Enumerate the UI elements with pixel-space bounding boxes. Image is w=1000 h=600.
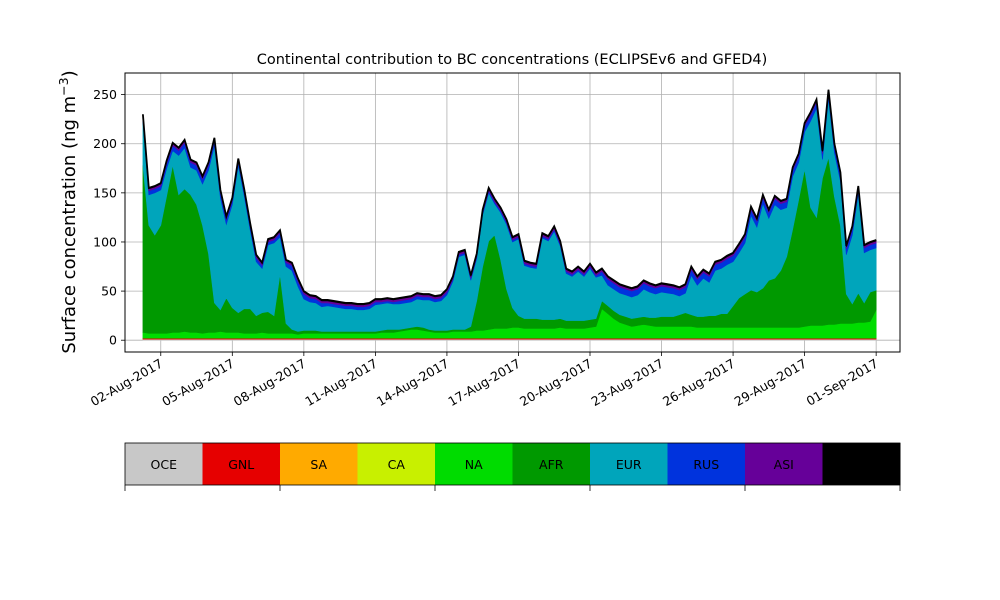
x-axis-ticks: 02-Aug-201705-Aug-201708-Aug-201711-Aug-…	[88, 352, 881, 409]
x-tick-label: 17-Aug-2017	[445, 356, 523, 409]
chart-title: Continental contribution to BC concentra…	[257, 52, 768, 68]
stacked-areas	[142, 89, 877, 341]
legend-swatch-eur	[590, 443, 668, 485]
x-tick: 02-Aug-2017	[88, 352, 166, 409]
x-tick: 01-Sep-2017	[804, 352, 881, 409]
y-tick: 50	[101, 284, 125, 299]
x-tick: 23-Aug-2017	[588, 352, 666, 409]
legend-swatch-asi	[745, 443, 823, 485]
legend-label-gnl: GNL	[228, 457, 254, 472]
legend-label-sa: SA	[310, 457, 327, 472]
x-tick: 14-Aug-2017	[374, 352, 452, 409]
x-tick: 11-Aug-2017	[302, 352, 380, 409]
y-tick-label: 150	[93, 185, 117, 200]
colorbar-legend: OCE GNL SA CA NA AFR EUR RUS ASI AUS	[124, 442, 901, 491]
y-tick: 200	[93, 136, 125, 151]
x-tick-label: 01-Sep-2017	[804, 356, 881, 409]
y-tick-label: 250	[93, 87, 117, 102]
y-tick-label: 200	[93, 136, 117, 151]
legend-swatch-sa	[280, 443, 358, 485]
x-tick: 29-Aug-2017	[732, 352, 810, 409]
x-tick-label: 05-Aug-2017	[159, 356, 237, 409]
x-tick: 08-Aug-2017	[231, 352, 309, 409]
legend-label-afr: AFR	[539, 457, 564, 472]
x-tick-label: 26-Aug-2017	[660, 356, 738, 409]
legend-swatch-afr	[512, 443, 591, 485]
legend-swatch-ca	[357, 443, 436, 485]
legend-swatch-gnl	[202, 443, 281, 485]
x-tick-label: 23-Aug-2017	[588, 356, 666, 409]
y-tick-label: 100	[93, 234, 117, 249]
plot-frame	[124, 72, 901, 353]
legend-label-oce: OCE	[151, 457, 178, 472]
legend-label-ca: CA	[388, 457, 406, 472]
legend-label-eur: EUR	[616, 457, 642, 472]
legend-frame	[124, 442, 901, 486]
y-axis-ticks: 0 50 100 150 200 250	[93, 87, 125, 348]
x-tick: 26-Aug-2017	[660, 352, 738, 409]
y-tick: 0	[109, 333, 125, 348]
x-tick: 20-Aug-2017	[517, 352, 595, 409]
x-tick-label: 02-Aug-2017	[88, 356, 166, 409]
x-tick-label: 14-Aug-2017	[374, 356, 452, 409]
legend-swatch-oce	[125, 443, 203, 485]
y-tick: 250	[93, 87, 125, 102]
total-outline	[142, 89, 877, 305]
y-axis-label: Surface concentration (ng m−3)	[56, 70, 80, 353]
x-tick-label: 11-Aug-2017	[302, 356, 380, 409]
x-tick: 17-Aug-2017	[445, 352, 523, 409]
x-tick: 05-Aug-2017	[159, 352, 237, 409]
legend-label-asi: ASI	[774, 457, 794, 472]
legend-swatch-na	[435, 443, 513, 485]
x-tick-label: 29-Aug-2017	[732, 356, 810, 409]
y-tick: 100	[93, 234, 125, 249]
legend-label-rus: RUS	[693, 457, 719, 472]
legend-swatch-rus	[667, 443, 746, 485]
legend-swatch-aus	[822, 443, 901, 485]
y-tick: 150	[93, 185, 125, 200]
y-tick-label: 0	[109, 333, 117, 348]
x-tick-label: 08-Aug-2017	[231, 356, 309, 409]
legend-label-aus: AUS	[848, 457, 874, 472]
x-tick-label: 20-Aug-2017	[517, 356, 595, 409]
y-tick-label: 50	[101, 284, 117, 299]
legend-label-na: NA	[465, 457, 483, 472]
